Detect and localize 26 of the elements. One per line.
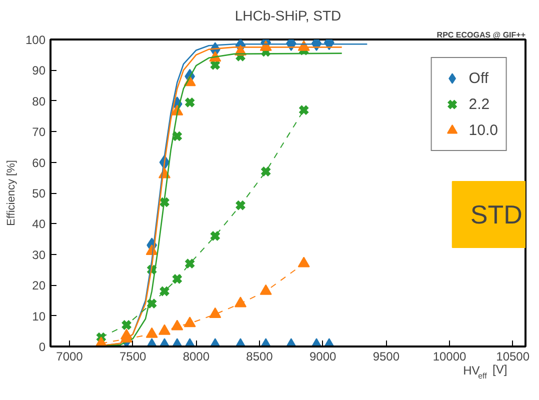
x-tick-label: 10500: [496, 350, 530, 364]
y-tick-label: 30: [32, 248, 46, 262]
legend-label: 10.0: [468, 122, 498, 138]
x-tick-label: 7000: [56, 350, 84, 364]
x-tick-label: 8000: [182, 350, 210, 364]
y-axis-title: Efficiency [%]: [5, 160, 18, 226]
y-tick-label: 20: [32, 278, 46, 293]
y-tick-label: 80: [32, 94, 46, 108]
legend-label: 2.2: [468, 96, 490, 112]
x-tick-label: 7500: [119, 350, 147, 364]
x-tick-label: 8500: [246, 350, 274, 364]
y-tick-label: 40: [32, 217, 46, 232]
y-tick-label: 90: [32, 64, 46, 78]
y-tick-label: 100: [25, 33, 46, 47]
y-tick-label: 50: [32, 186, 46, 200]
x-tick-label: 9000: [309, 350, 337, 364]
y-tick-label: 10: [32, 309, 46, 324]
annotation: STD: [470, 199, 522, 230]
x-tick-label: 10000: [432, 350, 467, 364]
y-tick-label: 0: [38, 340, 46, 354]
text: RPC ECOGAS @ GIF++: [436, 30, 526, 40]
legend-label: Off: [468, 70, 489, 86]
chart-title: LHCb-SHiP, STD: [234, 8, 342, 24]
y-tick-label: 60: [32, 156, 46, 170]
x-tick-label: 9500: [372, 350, 400, 364]
y-tick-label: 70: [32, 125, 46, 140]
